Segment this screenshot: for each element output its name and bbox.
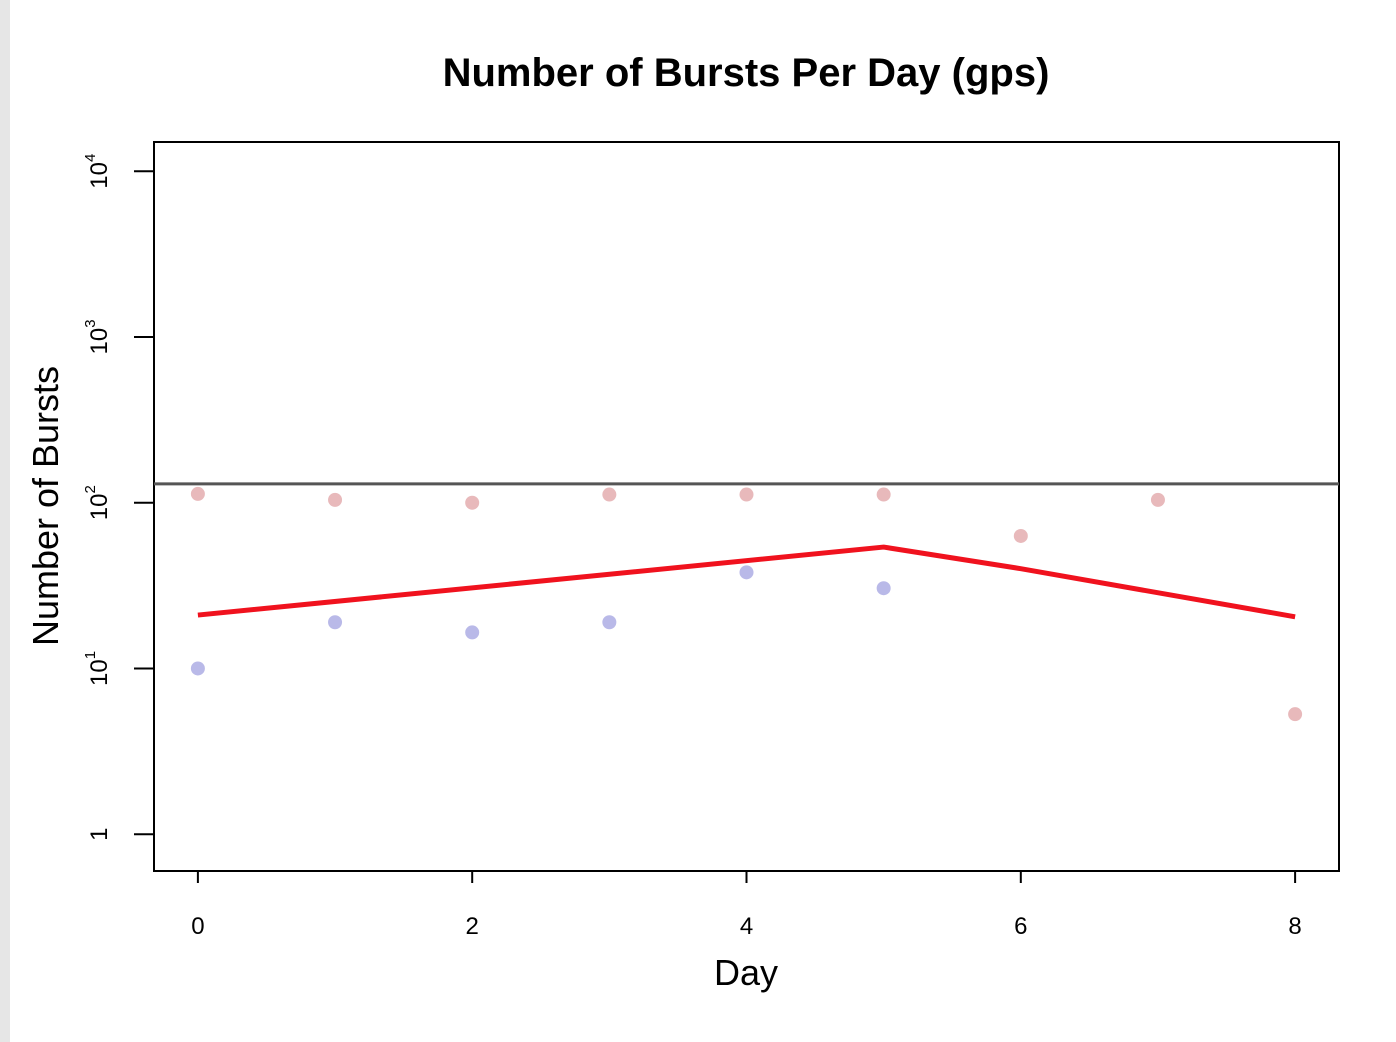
y-tick-text: 103 (82, 319, 113, 354)
data-point-series-1 (465, 625, 480, 640)
x-tick-label: 4 (740, 913, 753, 940)
y-tick-text: 1 (86, 828, 113, 841)
y-tick-base: 10 (86, 659, 113, 686)
y-tick-label: 102 (82, 485, 113, 520)
x-tick-label: 2 (466, 913, 479, 940)
y-tick-exponent: 2 (82, 485, 99, 493)
chart-title: Number of Bursts Per Day (gps) (443, 51, 1050, 95)
series-line (197, 544, 1296, 620)
data-point-series-0 (1013, 528, 1028, 543)
x-tick-label: 8 (1288, 913, 1301, 940)
y-tick-base: 10 (86, 162, 113, 189)
data-point-series-1 (190, 661, 205, 676)
y-tick-base: 10 (86, 328, 113, 355)
data-point-series-0 (602, 487, 617, 502)
y-tick-exponent: 1 (82, 651, 99, 659)
left-edge-strip (0, 0, 10, 1042)
y-tick-label: 104 (82, 154, 113, 189)
data-point-series-0 (876, 487, 891, 502)
y-tick-base: 10 (86, 494, 113, 521)
y-tick-text: 101 (82, 651, 113, 686)
data-point-series-0 (1150, 492, 1165, 507)
data-point-series-0 (328, 492, 343, 507)
data-point-series-1 (739, 565, 754, 580)
data-point-series-1 (328, 615, 343, 630)
y-tick-text: 102 (82, 485, 113, 520)
y-tick-base: 1 (86, 828, 113, 841)
plot-frame (153, 141, 1340, 872)
y-tick-text: 104 (82, 154, 113, 189)
y-tick-exponent: 4 (82, 154, 99, 162)
data-point-series-0 (465, 495, 480, 510)
data-point-series-1 (876, 581, 891, 596)
y-tick-label: 101 (82, 651, 113, 686)
y-tick-label: 103 (82, 319, 113, 354)
x-axis: 0 2 4 6 8 (191, 871, 1302, 940)
y-axis-label: Number of Bursts (25, 366, 66, 646)
x-tick-label: 0 (191, 913, 204, 940)
y-tick-exponent: 3 (82, 319, 99, 327)
data-point-series-0 (190, 486, 205, 501)
x-axis-label: Day (714, 952, 778, 993)
data-point-series-0 (1288, 707, 1303, 722)
x-tick-label: 6 (1014, 913, 1027, 940)
y-tick-label: 1 (86, 828, 113, 841)
data-point-series-0 (739, 487, 754, 502)
data-point-series-1 (602, 615, 617, 630)
plot-area (154, 482, 1339, 722)
